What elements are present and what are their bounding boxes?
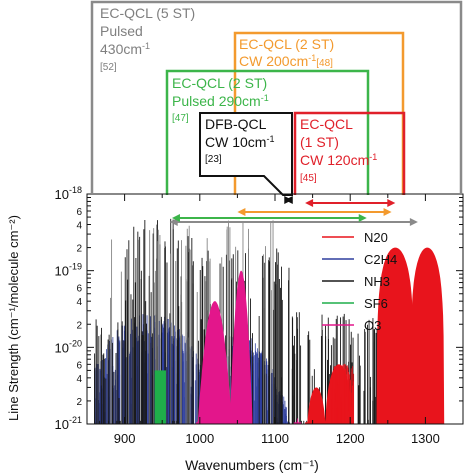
y-tick-label: 10-19 (55, 262, 82, 279)
o3-band (196, 301, 234, 424)
ec2p-box (165, 69, 370, 195)
dfb-line1: DFB-QCL (205, 116, 267, 132)
ec2p-line2: Pulsed 290cm-1 (172, 93, 269, 109)
ec2p-ref: [47] (172, 113, 189, 124)
y-minor-label: 4 (76, 221, 82, 232)
legend-label: C2H4 (364, 252, 397, 267)
y-minor-label: 2 (76, 244, 82, 255)
dfb-box (199, 112, 293, 196)
legend: N20 C2H4 NH3 SF6 O3 (322, 230, 397, 333)
ec5-ref: [52] (100, 62, 117, 73)
sf6-band (154, 370, 166, 424)
x-tick-label: 1300 (411, 431, 440, 446)
ec1-box (293, 111, 406, 195)
ec2p-arrow-left-head (171, 214, 180, 222)
legend-label: SF6 (364, 296, 388, 311)
y-minor-label: 4 (76, 297, 82, 308)
ec1-arrow-right-head (387, 199, 396, 207)
ec2cw-arrow-left-head (237, 208, 246, 216)
n2o-band (376, 247, 415, 424)
dfb-ref: [23] (205, 154, 222, 165)
x-tick-label: 1000 (185, 431, 214, 446)
spectra (94, 218, 445, 424)
ec5-arrow-right-head (409, 218, 418, 226)
ec2cw-line1: EC-QCL (2 ST) (239, 36, 334, 52)
ec2cw-line2: CW 200cm-1[48] (239, 53, 333, 69)
x-tick-label: 900 (114, 431, 136, 446)
o3-band (229, 270, 253, 424)
y-minor-label: 2 (76, 320, 82, 331)
legend-label: NH3 (364, 274, 390, 289)
n2o-band (410, 247, 445, 424)
y-minor-label: 6 (76, 360, 82, 371)
ec1-arrow-left-head (305, 199, 314, 207)
x-tick-label: 1200 (336, 431, 365, 446)
ec1-line3: CW 120cm-1 (300, 152, 377, 168)
ec1-line1: EC-QCL (300, 116, 353, 132)
ec1-ref: [45] (300, 173, 317, 184)
axes: 900 1000 1100 1200 1300 10-18 10-19 10-20 10-21 2… (55, 185, 464, 446)
o3-band (293, 417, 302, 424)
n2o-band (305, 387, 328, 424)
ec5-line3: 430cm-1 (100, 41, 150, 57)
y-tick-label: 10-18 (55, 185, 82, 202)
y-axis-label: Line Strength (cm⁻¹/molecule cm⁻²) (6, 215, 21, 421)
ec1-line2: (1 ST) (300, 134, 339, 150)
x-tick-label: 1100 (261, 431, 289, 446)
ec5-line2: Pulsed (100, 23, 143, 39)
x-axis-label: Wavenumbers (cm⁻¹) (185, 457, 319, 473)
dfb-arrow-right-head (284, 196, 293, 204)
y-tick-label: 10-21 (55, 415, 82, 432)
ec5-box (90, 0, 463, 193)
legend-label: N20 (364, 230, 388, 245)
legend-label: O3 (364, 318, 381, 333)
y-minor-label: 6 (76, 284, 82, 295)
plot-area (94, 196, 445, 424)
ec2p-line1: EC-QCL (2 ST) (172, 75, 267, 91)
ec5-arrow-left-head (169, 218, 178, 226)
y-minor-label: 6 (76, 207, 82, 218)
ec5-line1: EC-QCL (5 ST) (100, 5, 195, 21)
ec2p-arrow-right-head (358, 214, 367, 222)
y-minor-label: 4 (76, 374, 82, 385)
dfb-line2: CW 10cm-1 (205, 134, 274, 150)
y-minor-label: 2 (76, 397, 82, 408)
ec2cw-arrow-right-head (383, 208, 392, 216)
y-tick-label: 10-20 (55, 338, 82, 355)
